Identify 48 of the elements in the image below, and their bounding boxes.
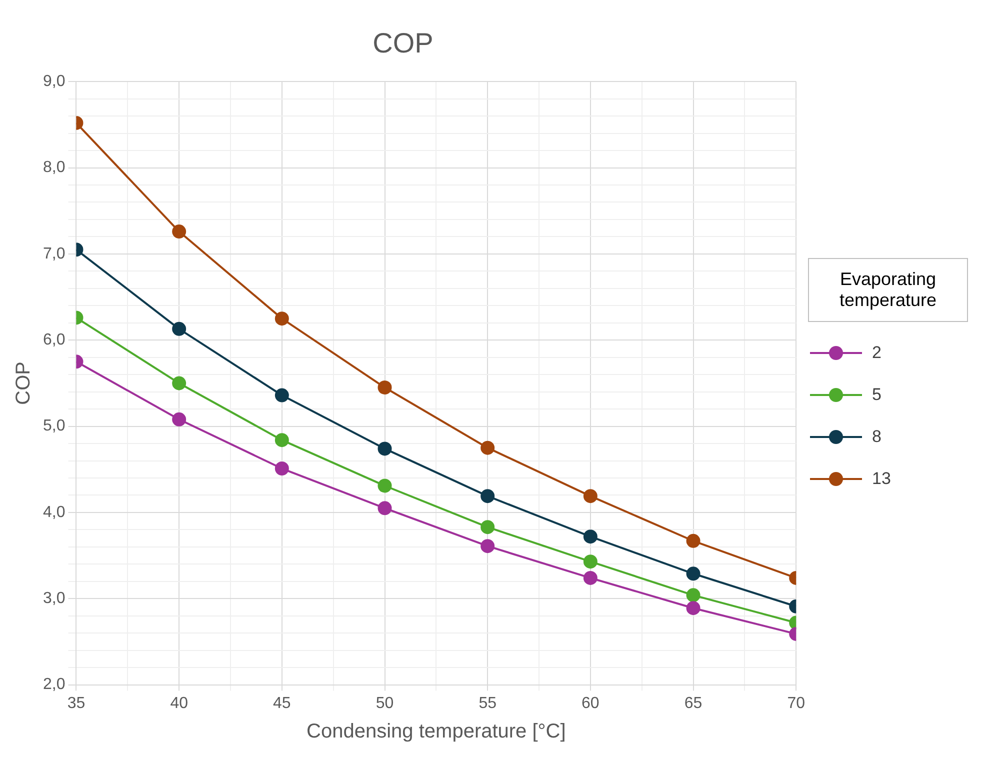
point [378, 380, 392, 395]
point [172, 376, 186, 390]
x-tick-label: 55 [478, 694, 497, 712]
point [583, 530, 598, 544]
point [480, 489, 495, 504]
point [686, 601, 700, 616]
legend-label: 13 [872, 469, 891, 489]
point [274, 462, 289, 476]
point [480, 440, 495, 455]
x-tick-label: 35 [67, 694, 86, 712]
y-tick-label: 4,0 [42, 504, 66, 521]
point [583, 489, 598, 504]
point [686, 588, 700, 602]
point [274, 312, 289, 326]
legend-label: 8 [872, 427, 882, 447]
point [172, 322, 186, 336]
chart-title: COP [372, 28, 434, 59]
point [686, 534, 700, 548]
y-tick-label: 3,0 [42, 590, 66, 608]
point [583, 570, 598, 585]
point [480, 539, 495, 554]
y-tick-label: 9,0 [42, 73, 66, 90]
x-tick-label: 60 [582, 694, 600, 712]
x-tick-label: 45 [273, 694, 291, 712]
y-axis-title: COP [12, 362, 35, 405]
point [378, 478, 392, 493]
y-tick-label: 6,0 [42, 332, 66, 349]
legend-label: 2 [872, 343, 882, 363]
point [686, 566, 700, 581]
y-tick-label: 8,0 [42, 159, 66, 176]
y-tick-label: 5,0 [42, 418, 66, 435]
point [583, 554, 598, 569]
y-tick-label: 2,0 [42, 676, 66, 694]
x-axis-title: Condensing temperature [°C] [306, 720, 566, 743]
legend-label: 5 [872, 385, 882, 405]
point [480, 520, 495, 534]
point [172, 412, 186, 426]
x-tick-label: 40 [170, 694, 188, 712]
x-tick-label: 65 [684, 694, 702, 712]
point [274, 433, 289, 448]
point [378, 501, 392, 516]
x-tick-label: 70 [787, 694, 806, 712]
x-tick-label: 50 [376, 694, 394, 712]
y-tick-label: 7,0 [42, 245, 66, 262]
point [274, 388, 289, 402]
point [378, 442, 392, 456]
legend-title: Evaporating temperature [808, 258, 968, 322]
point [172, 224, 186, 239]
